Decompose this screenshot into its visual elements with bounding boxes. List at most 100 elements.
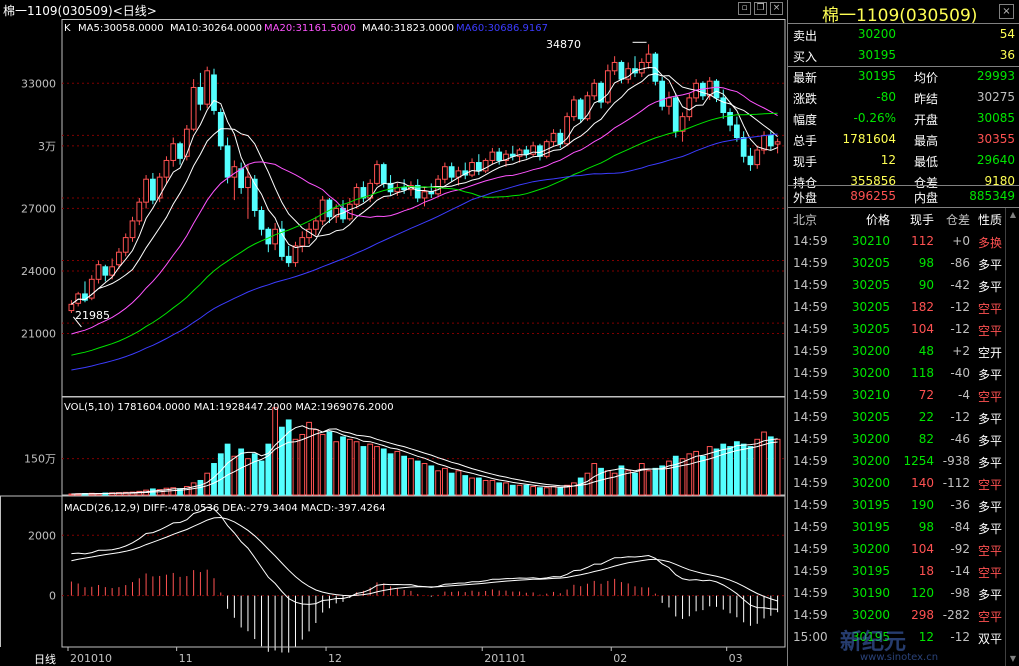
tick-oi-change: -84 bbox=[950, 520, 970, 534]
tick-volume: 82 bbox=[918, 432, 934, 446]
close-chart-button[interactable]: × bbox=[770, 2, 783, 15]
volume-bar-down bbox=[265, 443, 272, 496]
tick-time: 14:59 bbox=[793, 278, 828, 292]
x-tick-label: 03 bbox=[729, 652, 743, 665]
volume-bar-down bbox=[285, 419, 292, 496]
quote-row-curvol: 现手 12 最低 29640 bbox=[788, 150, 1019, 171]
volume-bar-up bbox=[204, 472, 211, 496]
candle-down bbox=[265, 228, 272, 245]
volume-bar-down bbox=[475, 477, 482, 496]
volume-bar-up bbox=[686, 453, 693, 496]
tick-volume: 182 bbox=[911, 300, 934, 314]
pct-label: 幅度 bbox=[793, 113, 818, 127]
candle-up bbox=[754, 149, 761, 166]
tick-price: 30200 bbox=[851, 432, 890, 446]
tick-row[interactable]: 14:59 30205 98 -86 多平 bbox=[788, 252, 1019, 274]
scroll-up-icon[interactable]: ▲ bbox=[1009, 210, 1017, 219]
macd-pane-frame bbox=[61, 495, 786, 648]
panel-close-button[interactable]: × bbox=[999, 4, 1014, 19]
tick-row[interactable]: 15:00 30195 12 -12 双平 bbox=[788, 626, 1019, 648]
tick-time: 14:59 bbox=[793, 520, 828, 534]
tick-row[interactable]: 14:59 30205 182 -12 空平 bbox=[788, 296, 1019, 318]
price-tick-label: 24000 bbox=[21, 265, 56, 278]
tick-row[interactable]: 14:59 30200 118 -40 多平 bbox=[788, 362, 1019, 384]
ticks-header-nature: 性质 bbox=[977, 213, 1002, 227]
tick-row[interactable]: 14:59 30200 82 -46 多平 bbox=[788, 428, 1019, 450]
volume-bar-down bbox=[618, 465, 625, 496]
restore-button[interactable]: ❐ bbox=[754, 2, 767, 15]
tick-row[interactable]: 14:59 30200 48 +2 空开 bbox=[788, 340, 1019, 362]
candle-up bbox=[88, 278, 95, 299]
tick-row[interactable]: 14:59 30190 120 -98 多平 bbox=[788, 582, 1019, 604]
ma20-line bbox=[71, 86, 778, 335]
tick-nature: 空平 bbox=[977, 610, 1002, 624]
candle-up bbox=[333, 207, 340, 218]
quote-row-change: 涨跌 -80 昨结 30275 bbox=[788, 87, 1019, 108]
legend-k: K bbox=[64, 23, 71, 34]
tick-nature: 多平 bbox=[977, 412, 1002, 426]
minimize-button[interactable]: ▫ bbox=[738, 2, 751, 15]
period-label: 日线 bbox=[34, 652, 56, 666]
tick-price: 30195 bbox=[851, 564, 890, 578]
kline-chart[interactable]: 33000 3万 27000 24000 21000 150万 2000 0 201010 11… bbox=[0, 19, 787, 666]
candle-up bbox=[245, 176, 251, 189]
tick-row[interactable]: 14:59 30205 90 -42 多平 bbox=[788, 274, 1019, 296]
high-value: 30355 bbox=[976, 132, 1015, 146]
tick-row[interactable]: 14:59 30205 22 -12 多平 bbox=[788, 406, 1019, 428]
candle-down bbox=[618, 61, 625, 80]
tick-list-scrollbar[interactable]: ▲ ▼ bbox=[1005, 208, 1019, 666]
volume-bar-down bbox=[360, 446, 367, 496]
change-label: 涨跌 bbox=[793, 92, 818, 106]
tick-nature: 双平 bbox=[977, 632, 1002, 646]
candle-down bbox=[414, 184, 421, 199]
tick-oi-change: -12 bbox=[950, 322, 970, 336]
tick-time: 14:59 bbox=[793, 388, 828, 402]
volume-bars bbox=[68, 407, 781, 496]
tick-nature: 多平 bbox=[977, 258, 1002, 272]
x-tick-label: 12 bbox=[328, 652, 342, 665]
volume-bar-up bbox=[503, 482, 509, 496]
total-volume-label: 总手 bbox=[793, 134, 818, 148]
tick-row[interactable]: 14:59 30200 104 -92 空平 bbox=[788, 538, 1019, 560]
tick-row[interactable]: 14:59 30200 298 -282 空平 bbox=[788, 604, 1019, 626]
avg-price: 29993 bbox=[976, 69, 1015, 83]
volume-bar-up bbox=[292, 438, 299, 496]
window-title-bar: 棉一1109(030509)<日线> ▫ ❐ × bbox=[0, 0, 787, 19]
tick-volume: 118 bbox=[911, 366, 934, 380]
tick-row[interactable]: 14:59 30205 104 -12 空平 bbox=[788, 318, 1019, 340]
peak-price-label: 34870 bbox=[546, 38, 581, 51]
tick-row[interactable]: 14:59 30210 112 +0 多换 bbox=[788, 230, 1019, 252]
scroll-down-icon[interactable]: ▼ bbox=[1009, 654, 1017, 663]
tick-time: 14:59 bbox=[793, 586, 828, 600]
tick-oi-change: -14 bbox=[950, 564, 970, 578]
tick-oi-change: -4 bbox=[958, 388, 970, 402]
candle-up bbox=[564, 116, 570, 145]
candle-up bbox=[482, 159, 489, 172]
macd-dea-line bbox=[71, 516, 778, 602]
tick-row[interactable]: 14:59 30210 72 -4 空平 bbox=[788, 384, 1019, 406]
volume-bar-up bbox=[754, 438, 761, 496]
volume-bar-up bbox=[170, 487, 177, 496]
volume-bar-down bbox=[537, 487, 543, 496]
volume-bar-down bbox=[251, 453, 258, 496]
volume-bar-up bbox=[550, 486, 557, 496]
tick-row[interactable]: 14:59 30200 140 -112 空平 bbox=[788, 472, 1019, 494]
ask-volume: 54 bbox=[999, 27, 1015, 41]
tick-volume: 140 bbox=[911, 476, 934, 490]
trough-price-label: 21985 bbox=[75, 309, 110, 322]
tick-nature: 空平 bbox=[977, 390, 1002, 404]
tick-row[interactable]: 14:59 30200 1254 -938 多平 bbox=[788, 450, 1019, 472]
candle-up bbox=[489, 151, 496, 161]
volume-bar-down bbox=[462, 475, 469, 496]
tick-row[interactable]: 14:59 30195 98 -84 多平 bbox=[788, 516, 1019, 538]
candle-up bbox=[143, 178, 149, 203]
candle-down bbox=[598, 82, 604, 103]
candle-up bbox=[299, 237, 306, 247]
tick-row[interactable]: 14:59 30195 18 -14 空平 bbox=[788, 560, 1019, 582]
tick-row[interactable]: 14:59 30195 190 -36 多平 bbox=[788, 494, 1019, 516]
volume-bar-up bbox=[625, 470, 632, 496]
open-interest-value: 355856 bbox=[850, 174, 896, 188]
volume-bar-down bbox=[326, 431, 333, 496]
quote-divider bbox=[788, 66, 1019, 67]
price-tick-label: 21000 bbox=[21, 328, 56, 341]
